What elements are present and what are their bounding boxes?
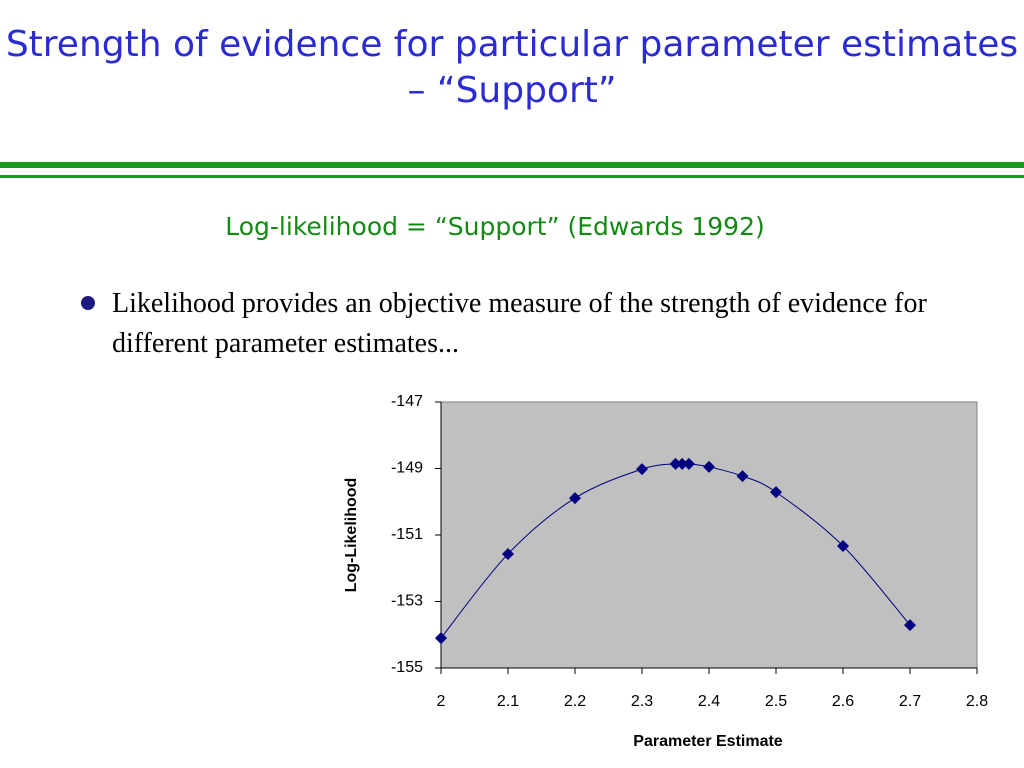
data-point bbox=[669, 457, 682, 470]
bullet-dot bbox=[81, 296, 95, 310]
data-point bbox=[770, 486, 782, 499]
x-tick-label: 2 bbox=[437, 693, 446, 710]
data-point bbox=[435, 632, 447, 645]
bullet-text: Likelihood provides an objective measure… bbox=[112, 288, 927, 359]
x-tick-label: 2.1 bbox=[497, 693, 519, 710]
divider bbox=[0, 162, 1024, 168]
x-tick-label: 2.6 bbox=[832, 693, 854, 710]
x-tick-label: 2.3 bbox=[631, 693, 653, 710]
subtitle: Log-likelihood = “Support” (Edwards 1992… bbox=[225, 212, 765, 241]
slide-title: Strength of evidence for particular para… bbox=[5, 24, 1019, 111]
data-point bbox=[676, 457, 689, 470]
data-point bbox=[736, 470, 749, 483]
y-tick-label: -151 bbox=[391, 526, 423, 543]
data-point bbox=[703, 460, 715, 473]
data-point bbox=[904, 619, 916, 632]
y-tick-label: -153 bbox=[391, 593, 423, 610]
data-point bbox=[636, 463, 648, 476]
data-point bbox=[502, 547, 514, 560]
x-tick-label: 2.2 bbox=[564, 693, 586, 710]
data-point bbox=[837, 539, 849, 552]
data-point bbox=[682, 457, 695, 470]
y-tick-label: -155 bbox=[391, 659, 423, 676]
x-tick-label: 2.7 bbox=[899, 693, 921, 710]
x-tick-label: 2.5 bbox=[765, 693, 787, 710]
y-tick-label: -149 bbox=[391, 460, 423, 477]
divider bbox=[0, 175, 1024, 178]
data-point bbox=[569, 492, 581, 505]
x-tick-label: 2.4 bbox=[698, 693, 720, 710]
x-axis-title: Parameter Estimate bbox=[633, 733, 783, 750]
y-tick-label: -147 bbox=[391, 393, 423, 410]
x-tick-label: 2.8 bbox=[966, 693, 988, 710]
y-axis-title: Log-Likelihood bbox=[343, 478, 360, 593]
plot-area bbox=[440, 401, 978, 669]
